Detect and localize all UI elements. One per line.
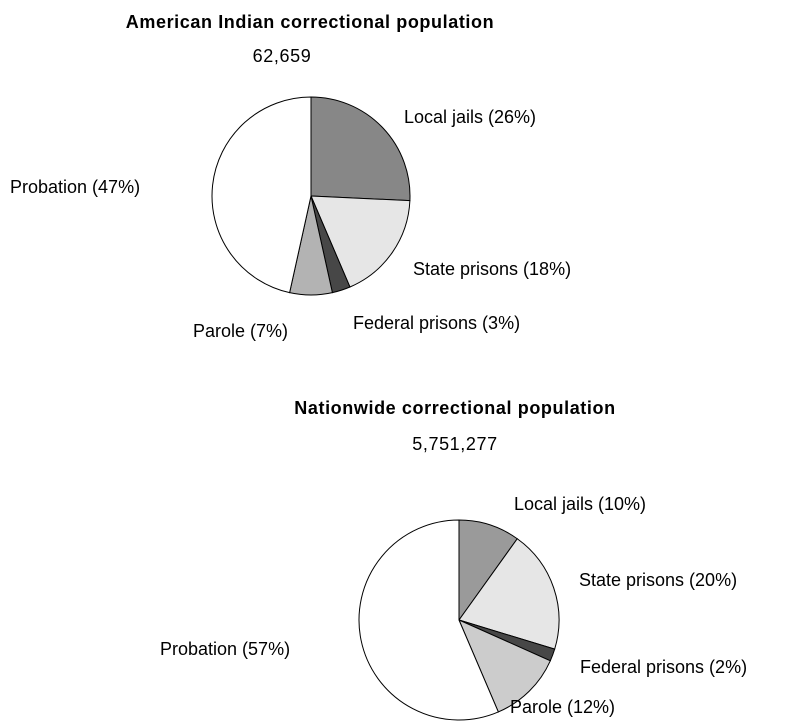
pie-american-indian — [211, 96, 411, 296]
slice-label-state-prisons: State prisons (18%) — [413, 259, 571, 279]
slice-label-parole: Parole (7%) — [193, 321, 288, 341]
slice-label-parole: Parole (12%) — [510, 697, 615, 717]
chart-american-indian: American Indian correctional population … — [10, 12, 571, 341]
slice-label-state-prisons: State prisons (20%) — [579, 570, 737, 590]
slice-probation — [211, 96, 312, 294]
slice-label-probation: Probation (57%) — [160, 639, 290, 659]
slice-state-prisons — [458, 538, 560, 650]
slice-label-local-jails: Local jails (10%) — [514, 494, 646, 514]
slice-parole — [458, 619, 551, 713]
slice-local-jails — [310, 96, 411, 202]
slice-label-federal-prisons: Federal prisons (3%) — [353, 313, 520, 333]
slice-label-local-jails: Local jails (26%) — [404, 107, 536, 127]
chart-nationwide: Nationwide correctional population 5,751… — [160, 398, 747, 721]
chart-title: Nationwide correctional population — [294, 398, 615, 418]
chart-total: 62,659 — [253, 46, 312, 66]
slice-state-prisons — [310, 195, 411, 288]
slice-label-federal-prisons: Federal prisons (2%) — [580, 657, 747, 677]
pie-nationwide — [358, 519, 560, 721]
chart-title: American Indian correctional population — [126, 12, 494, 32]
slice-label-probation: Probation (47%) — [10, 177, 140, 197]
chart-total: 5,751,277 — [412, 434, 497, 454]
slice-probation — [358, 519, 499, 721]
